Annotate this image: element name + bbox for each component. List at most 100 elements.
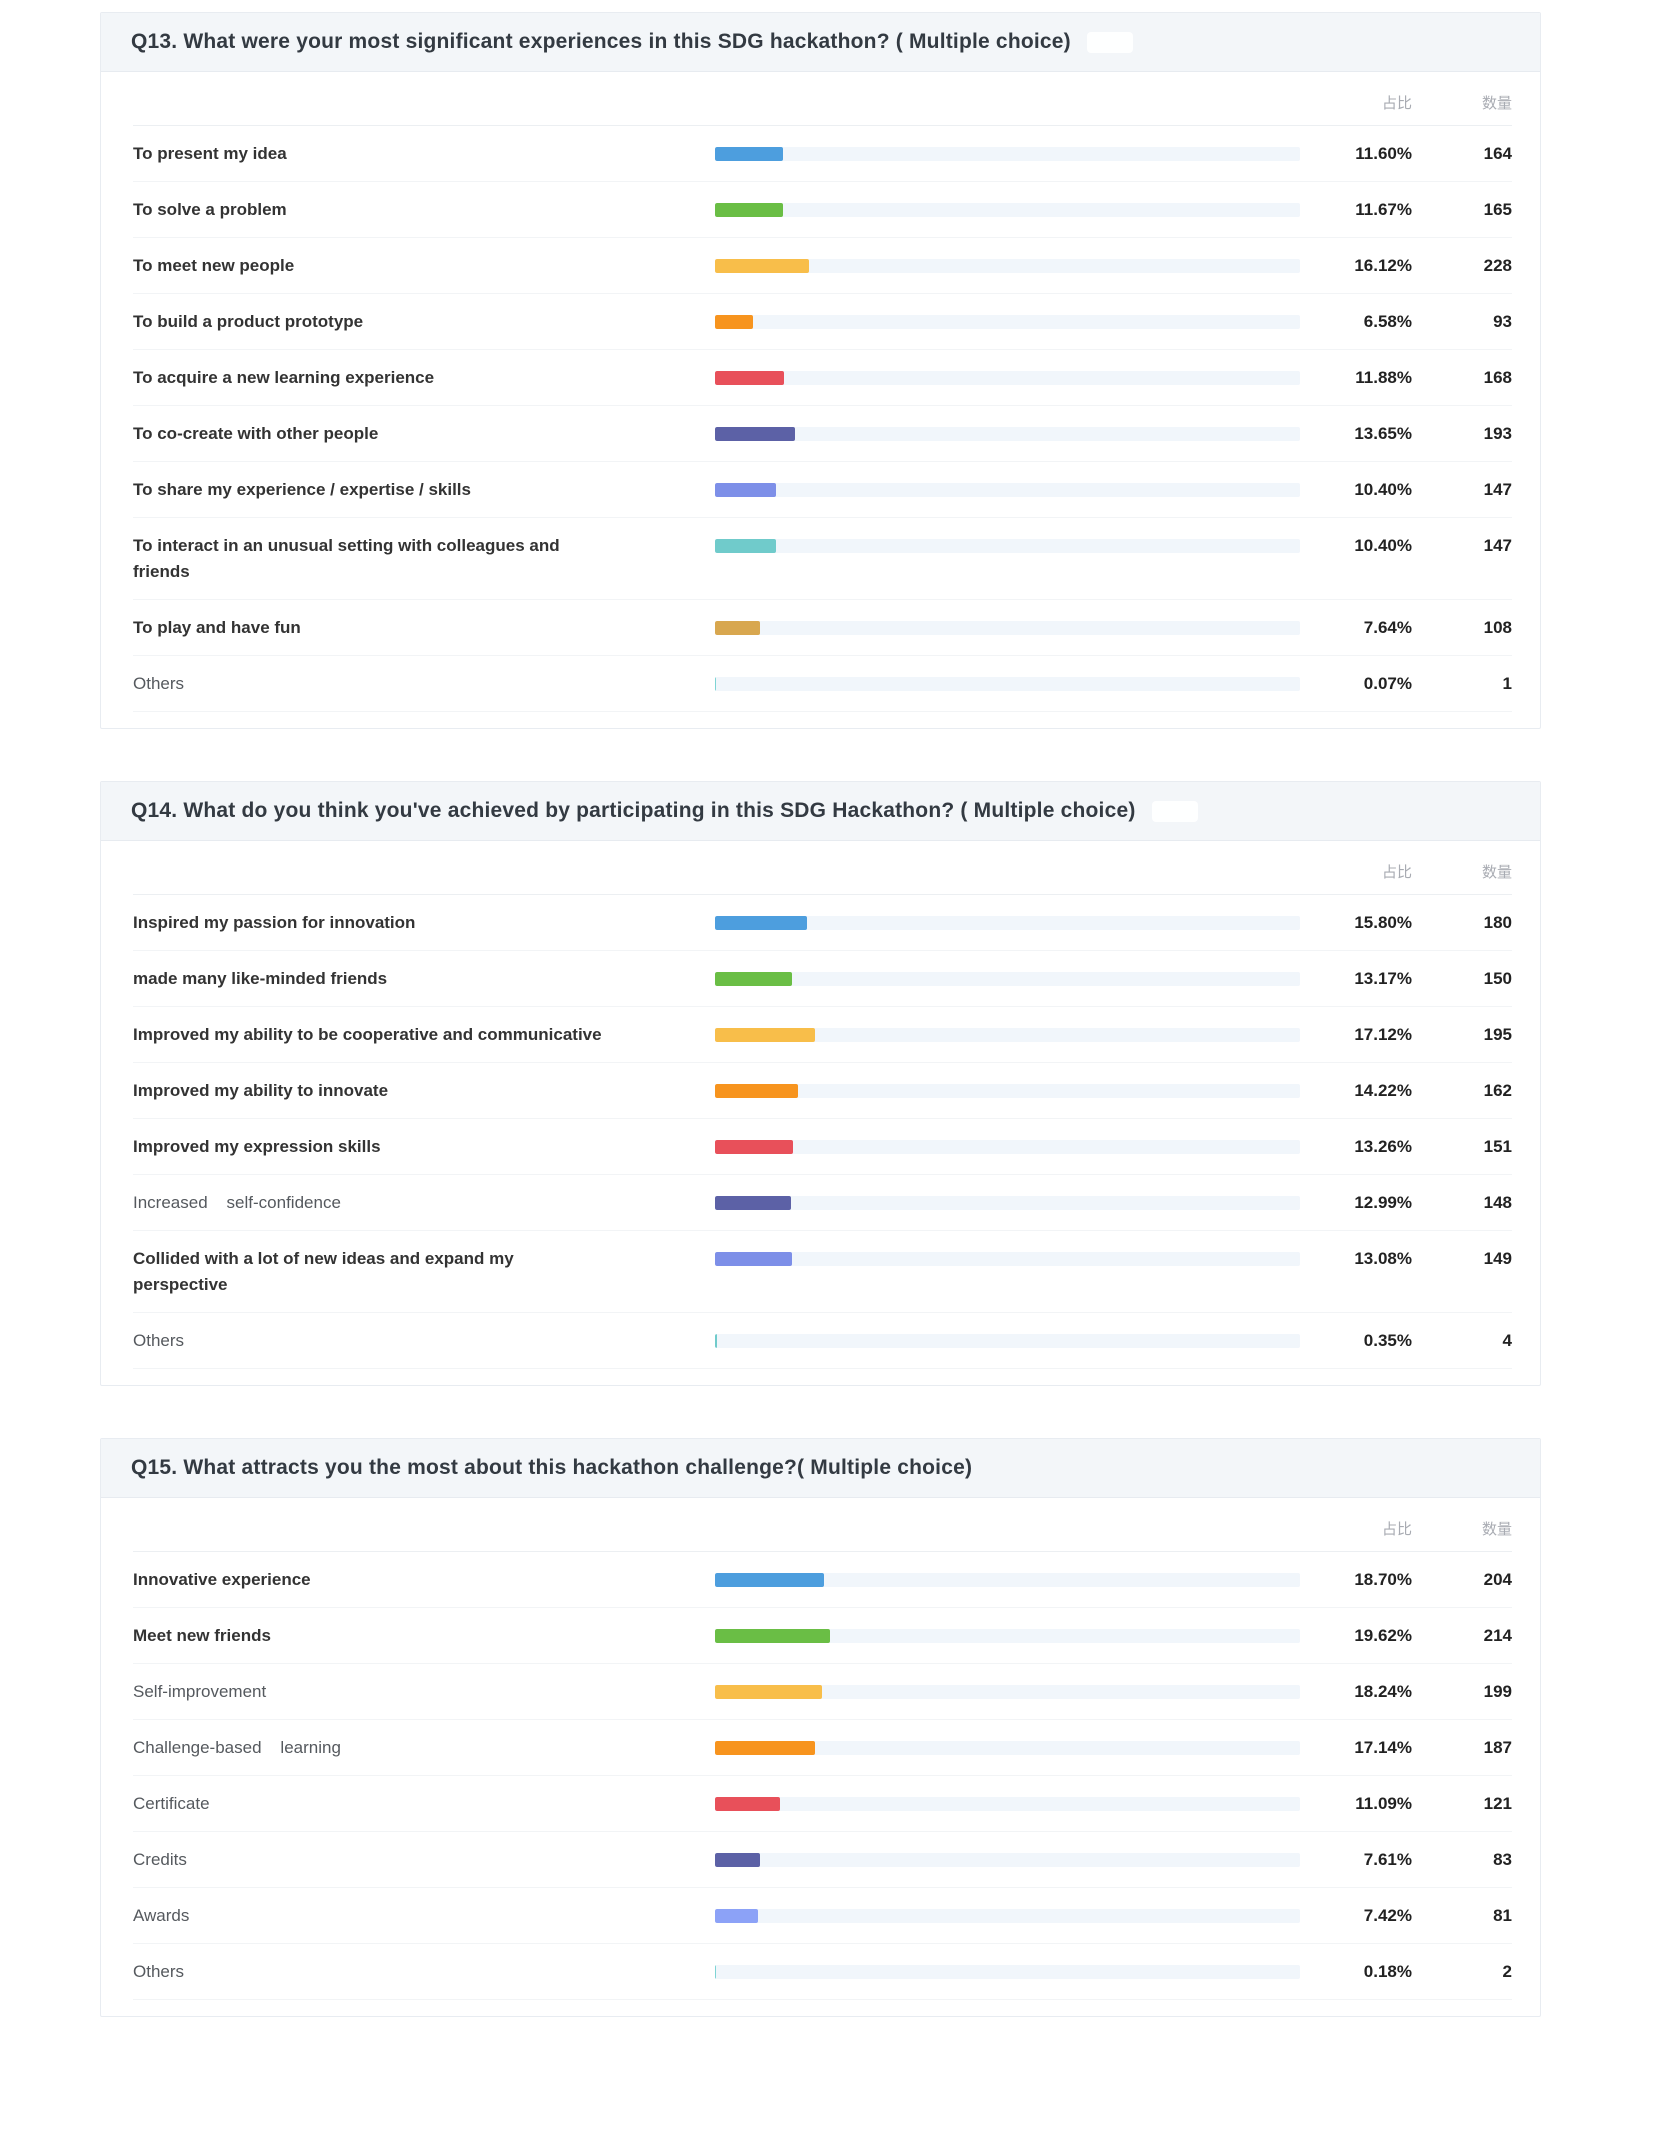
answer-percent: 0.07%	[1363, 674, 1412, 693]
answer-row: made many like-minded friends 13.17% 150	[133, 951, 1512, 1007]
answer-label: Credits	[133, 1850, 187, 1869]
answer-label: To play and have fun	[133, 618, 301, 637]
answer-row: Awards 7.42% 81	[133, 1888, 1512, 1944]
answer-bar	[715, 1965, 717, 1979]
answer-count: 147	[1483, 536, 1512, 555]
answer-row: Innovative experience 18.70% 204	[133, 1552, 1512, 1608]
answer-percent: 12.99%	[1354, 1193, 1412, 1212]
answer-bar-track	[715, 1741, 1300, 1755]
answer-bar	[715, 1140, 793, 1154]
answer-row: Self-improvement 18.24% 199	[133, 1664, 1512, 1720]
answer-label: To present my idea	[133, 144, 287, 163]
answer-label: To co-create with other people	[133, 424, 379, 443]
answer-count: 108	[1483, 618, 1512, 637]
count-column-header: 数量	[1481, 1521, 1512, 1538]
answer-count: 162	[1483, 1081, 1512, 1100]
answer-bar	[715, 259, 810, 273]
answer-label: Improved my ability to be cooperative an…	[133, 1025, 602, 1044]
answer-count: 151	[1483, 1137, 1512, 1156]
answer-label: Meet new friends	[133, 1626, 271, 1645]
answer-bar-track	[715, 1909, 1300, 1923]
answer-label: Self-improvement	[133, 1682, 267, 1701]
answer-percent: 10.40%	[1354, 536, 1412, 555]
ratio-column-header: 占比	[1381, 95, 1412, 112]
answer-bar	[715, 1573, 825, 1587]
answer-label: Innovative experience	[133, 1570, 311, 1589]
answer-bar-track	[715, 1797, 1300, 1811]
answer-label: To meet new people	[133, 256, 295, 275]
question-title-bar: Q15. What attracts you the most about th…	[101, 1439, 1540, 1498]
answer-percent: 6.58%	[1363, 312, 1412, 331]
answer-percent: 17.12%	[1354, 1025, 1412, 1044]
answer-row: Others 0.35% 4	[133, 1313, 1512, 1369]
answer-bar	[715, 1084, 799, 1098]
answer-row: To share my experience / expertise / ski…	[133, 462, 1512, 518]
answer-count: 149	[1483, 1249, 1512, 1268]
answer-row: Credits 7.61% 83	[133, 1832, 1512, 1888]
answer-row: To interact in an unusual setting with c…	[133, 518, 1512, 600]
answer-row: Collided with a lot of new ideas and exp…	[133, 1231, 1512, 1313]
answer-bar	[715, 315, 754, 329]
answer-count: 147	[1483, 480, 1512, 499]
answer-row: To meet new people 16.12% 228	[133, 238, 1512, 294]
answer-row: To co-create with other people 13.65% 193	[133, 406, 1512, 462]
answer-row: Improved my expression skills 13.26% 151	[133, 1119, 1512, 1175]
answer-row: Others 0.18% 2	[133, 1944, 1512, 2000]
answer-bar	[715, 621, 760, 635]
question-body: 占比 数量 To present my idea 11.60% 164 To solve …	[101, 72, 1540, 728]
answer-bar-track	[715, 1252, 1300, 1266]
answer-percent: 13.65%	[1354, 424, 1412, 443]
question-title-bar: Q13. What were your most significant exp…	[101, 13, 1540, 72]
answer-bar-track	[715, 147, 1300, 161]
answer-bar	[715, 427, 795, 441]
answer-bar-track	[715, 972, 1300, 986]
answer-count: 83	[1493, 1850, 1512, 1869]
answer-bar-track	[715, 315, 1300, 329]
answer-count: 164	[1483, 144, 1512, 163]
question-title: Q14. What do you think you've achieved b…	[131, 799, 1136, 822]
answer-bar-track	[715, 483, 1300, 497]
answer-label: Certificate	[133, 1794, 210, 1813]
question-panel: Q15. What attracts you the most about th…	[100, 1438, 1541, 2017]
answer-label: Others	[133, 1331, 185, 1350]
answer-bar-track	[715, 1140, 1300, 1154]
faint-badge	[1151, 800, 1198, 822]
answer-label: made many like-minded friends	[133, 969, 388, 988]
answer-row: Inspired my passion for innovation 15.80%…	[133, 895, 1512, 951]
answer-count: 193	[1483, 424, 1512, 443]
answer-row: Improved my ability to innovate 14.22% 162	[133, 1063, 1512, 1119]
answer-bar-track	[715, 1965, 1300, 1979]
answer-percent: 10.40%	[1354, 480, 1412, 499]
answer-row: Increased self-confidence 12.99% 148	[133, 1175, 1512, 1231]
answer-label: Inspired my passion for innovation	[133, 913, 416, 932]
answer-label: Others	[133, 674, 185, 693]
answer-row: To present my idea 11.60% 164	[133, 126, 1512, 182]
answer-label: Collided with a lot of new ideas and exp…	[133, 1249, 519, 1294]
answer-row: Meet new friends 19.62% 214	[133, 1608, 1512, 1664]
answer-bar	[715, 1685, 822, 1699]
answer-label: To solve a problem	[133, 200, 287, 219]
answer-count: 228	[1483, 256, 1512, 275]
answer-percent: 0.18%	[1363, 1962, 1412, 1981]
answer-percent: 7.61%	[1363, 1850, 1412, 1869]
column-headers: 占比 数量	[133, 1498, 1512, 1552]
answer-percent: 15.80%	[1354, 913, 1412, 932]
answer-label: To interact in an unusual setting with c…	[133, 536, 565, 581]
question-title-bar: Q14. What do you think you've achieved b…	[101, 782, 1540, 841]
question-body: 占比 数量 Innovative experience 18.70% 204 Meet n…	[101, 1498, 1540, 2016]
answer-bar-track	[715, 539, 1300, 553]
answer-percent: 11.09%	[1355, 1794, 1412, 1813]
answer-bar-track	[715, 1853, 1300, 1867]
question-title: Q15. What attracts you the most about th…	[131, 1456, 973, 1479]
answer-count: 165	[1483, 200, 1512, 219]
answer-bar	[715, 1196, 791, 1210]
answer-percent: 7.64%	[1363, 618, 1412, 637]
answer-percent: 13.17%	[1354, 969, 1412, 988]
answer-percent: 19.62%	[1354, 1626, 1412, 1645]
question-panel: Q14. What do you think you've achieved b…	[100, 781, 1541, 1386]
answer-percent: 11.88%	[1355, 368, 1412, 387]
answer-label: To acquire a new learning experience	[133, 368, 435, 387]
answer-row: Challenge-based learning 17.14% 187	[133, 1720, 1512, 1776]
answer-count: 199	[1483, 1682, 1512, 1701]
answer-percent: 7.42%	[1363, 1906, 1412, 1925]
